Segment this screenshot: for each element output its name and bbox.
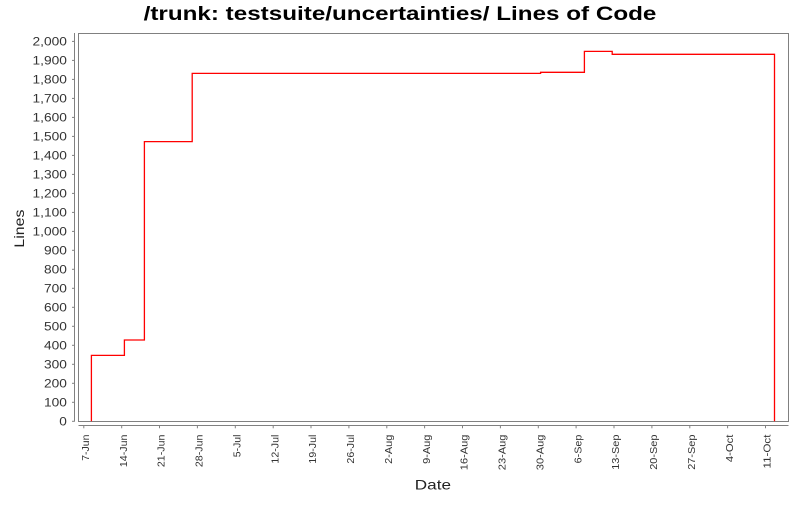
svg-text:7-Jun: 7-Jun — [80, 434, 92, 460]
svg-text:26-Jul: 26-Jul — [345, 435, 357, 464]
svg-text:14-Jun: 14-Jun — [118, 434, 130, 467]
svg-text:1,200: 1,200 — [33, 187, 68, 201]
svg-text:30-Aug: 30-Aug — [535, 434, 547, 470]
svg-text:19-Jul: 19-Jul — [307, 435, 319, 464]
svg-text:23-Aug: 23-Aug — [497, 434, 509, 470]
svg-text:0: 0 — [59, 415, 67, 429]
svg-text:16-Aug: 16-Aug — [459, 434, 471, 470]
svg-text:4-Oct: 4-Oct — [724, 435, 736, 463]
svg-text:1,700: 1,700 — [33, 92, 68, 106]
svg-text:700: 700 — [44, 282, 67, 296]
svg-text:13-Sep: 13-Sep — [610, 434, 622, 469]
svg-text:1,600: 1,600 — [33, 111, 68, 125]
svg-text:1,000: 1,000 — [33, 225, 68, 239]
svg-text:1,100: 1,100 — [33, 206, 68, 220]
svg-text:20-Sep: 20-Sep — [648, 434, 660, 469]
svg-text:900: 900 — [44, 244, 67, 258]
svg-text:1,500: 1,500 — [33, 130, 68, 144]
svg-text:12-Jul: 12-Jul — [269, 435, 281, 464]
svg-text:27-Sep: 27-Sep — [686, 434, 698, 469]
svg-text:600: 600 — [44, 301, 67, 315]
svg-text:21-Jun: 21-Jun — [156, 434, 168, 467]
svg-text:28-Jun: 28-Jun — [194, 434, 206, 467]
svg-text:1,400: 1,400 — [33, 149, 68, 163]
svg-text:400: 400 — [44, 339, 67, 353]
svg-text:300: 300 — [44, 358, 67, 372]
svg-text:1,300: 1,300 — [33, 168, 68, 182]
svg-text:Date: Date — [415, 476, 451, 492]
svg-text:1,900: 1,900 — [33, 54, 68, 68]
svg-text:2-Aug: 2-Aug — [383, 434, 395, 463]
svg-text:6-Sep: 6-Sep — [572, 434, 584, 463]
svg-text:Lines: Lines — [11, 210, 27, 248]
svg-text:500: 500 — [44, 320, 67, 334]
svg-text:/trunk: testsuite/uncertaintie: /trunk: testsuite/uncertainties/ Lines o… — [144, 4, 657, 25]
svg-text:1,800: 1,800 — [33, 73, 68, 87]
svg-text:100: 100 — [44, 396, 67, 410]
svg-text:9-Aug: 9-Aug — [421, 434, 433, 463]
svg-text:2,000: 2,000 — [33, 35, 68, 49]
svg-text:11-Oct: 11-Oct — [762, 435, 774, 469]
svg-text:5-Jul: 5-Jul — [232, 435, 244, 458]
svg-text:800: 800 — [44, 263, 67, 277]
svg-text:200: 200 — [44, 377, 67, 391]
